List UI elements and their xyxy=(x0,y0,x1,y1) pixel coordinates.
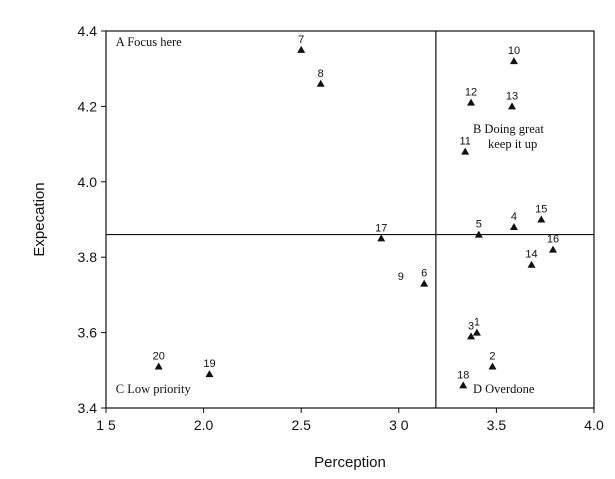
plot-frame xyxy=(105,30,595,409)
y-tick-label: 4.4 xyxy=(78,23,98,39)
data-point-marker xyxy=(459,381,468,389)
data-point-label: 14 xyxy=(525,249,537,261)
quadrant-label-d: D Overdone xyxy=(473,382,535,396)
quadrant-label-line: keep it up xyxy=(488,137,537,151)
data-point-marker xyxy=(467,332,476,340)
data-point-label: 16 xyxy=(547,234,559,246)
quadrant-dividers xyxy=(106,31,594,408)
quadrant-label-line: D Overdone xyxy=(473,382,535,396)
data-point-marker xyxy=(509,223,518,231)
quadrant-label-c: C Low priority xyxy=(116,382,192,396)
data-point-label: 17 xyxy=(375,222,387,234)
quadrant-labels: A Focus here B Doing great keep it up C Low… xyxy=(116,35,545,396)
data-point-marker xyxy=(472,328,481,336)
data-point-label: 7 xyxy=(298,34,304,46)
quadrant-label-a: A Focus here xyxy=(116,35,182,49)
data-point-label: 15 xyxy=(535,204,547,216)
data-point-label: 18 xyxy=(457,369,469,381)
data-point-label: 12 xyxy=(465,87,477,99)
data-point-label: 20 xyxy=(153,351,165,363)
data-point-label: 9 xyxy=(398,271,404,283)
data-point-label: 1 xyxy=(474,317,480,329)
data-point-marker xyxy=(420,279,429,287)
data-point-marker xyxy=(508,102,517,110)
data-point-label: 8 xyxy=(318,68,324,80)
quadrant-label-b: B Doing great keep it up xyxy=(473,122,544,151)
data-point-label: 13 xyxy=(506,90,518,102)
x-tick-label: 1 5 xyxy=(96,417,116,433)
x-tick-label: 3.5 xyxy=(487,417,507,433)
x-tick-label: 2.0 xyxy=(194,417,214,433)
data-point-label: 2 xyxy=(489,351,495,363)
data-point-marker xyxy=(537,215,546,223)
data-point-label: 10 xyxy=(508,45,520,57)
y-axis-ticks: 3.4 3.6 3.8 4.0 4.2 4.4 xyxy=(78,23,106,416)
data-point-marker xyxy=(377,234,386,242)
data-point-marker xyxy=(527,260,536,268)
y-axis-label: Expecation xyxy=(31,182,48,256)
data-point-label: 4 xyxy=(511,211,517,223)
quadrant-label-line: B Doing great xyxy=(473,122,544,136)
data-point-marker xyxy=(316,79,325,87)
y-tick-label: 3.8 xyxy=(78,249,98,265)
data-point-marker xyxy=(205,370,214,378)
x-tick-label: 4.0 xyxy=(584,417,604,433)
y-tick-label: 4.2 xyxy=(78,98,98,114)
y-tick-label: 3.6 xyxy=(78,325,98,341)
data-point-marker xyxy=(488,362,497,370)
y-tick-label: 3.4 xyxy=(78,400,98,416)
data-point-marker xyxy=(509,57,518,65)
data-point-marker xyxy=(297,45,306,53)
data-point-marker xyxy=(467,98,476,106)
data-point-label: 11 xyxy=(459,136,470,148)
data-point-marker xyxy=(154,362,163,370)
data-point-label: 6 xyxy=(421,268,427,280)
data-point-marker xyxy=(461,147,470,155)
quadrant-label-line: A Focus here xyxy=(116,35,182,49)
y-tick-label: 4.0 xyxy=(78,174,98,190)
x-axis-ticks: 1 5 2.0 2.5 3 0 3.5 4.0 xyxy=(96,408,604,433)
data-point-label: 19 xyxy=(203,358,215,370)
data-point-label: 3 xyxy=(468,320,474,332)
x-tick-label: 2.5 xyxy=(291,417,311,433)
data-point-marker xyxy=(474,230,483,238)
x-axis-label: Perception xyxy=(314,454,386,471)
data-point-label: 5 xyxy=(476,219,482,231)
quadrant-label-line: C Low priority xyxy=(116,382,192,396)
data-point-marker xyxy=(549,245,558,253)
x-tick-label: 3 0 xyxy=(389,417,409,433)
